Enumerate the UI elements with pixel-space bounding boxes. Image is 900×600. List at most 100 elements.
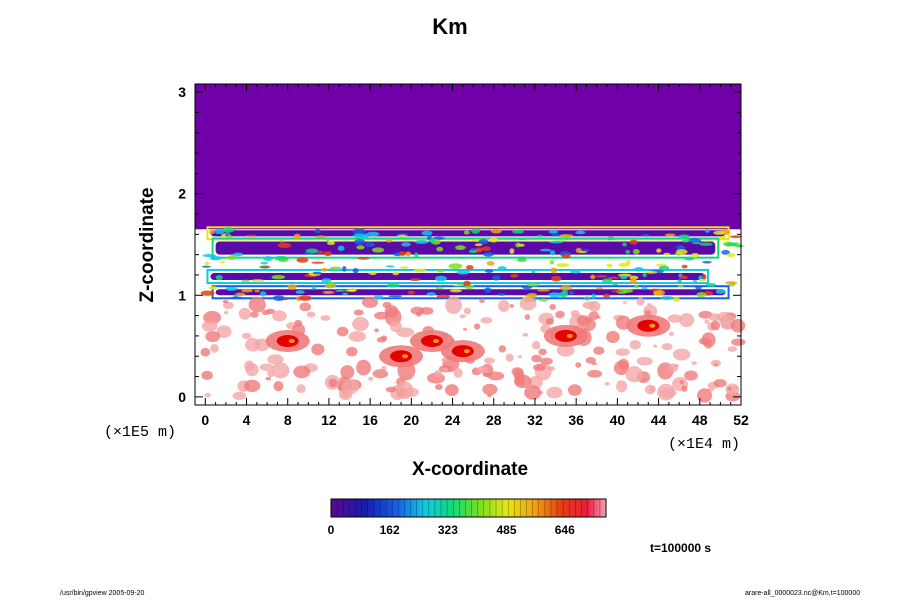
band-speckle	[484, 269, 494, 273]
band-speckle	[656, 248, 662, 253]
band-speckle	[250, 279, 265, 283]
band-speckle	[468, 250, 479, 254]
turbulence-blob	[647, 303, 652, 306]
band-speckle	[254, 289, 260, 293]
band-speckle	[619, 275, 628, 280]
band-speckle	[486, 261, 495, 266]
turbulence-blob	[271, 362, 290, 379]
band-speckle	[325, 238, 330, 241]
turbulence-blob	[341, 379, 359, 395]
turbulence-blob	[453, 368, 463, 378]
band-speckle	[497, 292, 506, 296]
band-speckle	[675, 249, 688, 255]
turbulence-blob	[730, 318, 746, 333]
band-speckle	[688, 238, 702, 244]
turbulence-blob	[622, 301, 627, 304]
turbulence-blob	[538, 348, 547, 356]
turbulence-blob	[265, 376, 272, 381]
band-speckle	[371, 247, 385, 253]
turbulence-blob	[576, 315, 592, 326]
eddy-center	[288, 339, 295, 344]
band-speckle	[551, 275, 562, 282]
turbulence-blob	[222, 299, 229, 304]
turbulence-blob	[483, 372, 491, 378]
band-speckle	[323, 251, 333, 257]
turbulence-blob	[625, 366, 643, 383]
turbulence-blob	[514, 374, 532, 389]
turbulence-blob	[667, 314, 683, 323]
x-tick-label: 48	[692, 412, 708, 428]
band-speckle	[209, 256, 222, 261]
turbulence-blob	[368, 376, 374, 381]
turbulence-blob	[567, 384, 582, 396]
band-speckle	[713, 230, 725, 235]
turbulence-blob	[272, 310, 287, 322]
band-speckle	[322, 290, 335, 294]
turbulence-blob	[340, 365, 355, 380]
turbulence-blob	[477, 365, 489, 374]
turbulence-blob	[531, 341, 541, 350]
band-speckle	[225, 286, 238, 291]
turbulence-blob	[381, 365, 387, 371]
turbulence-blob	[479, 298, 485, 304]
turbulence-blob	[261, 309, 270, 316]
band-speckle	[617, 273, 632, 277]
band-speckle	[591, 293, 596, 299]
band-speckle	[705, 229, 710, 233]
turbulence-blob	[474, 323, 481, 330]
band-speckle	[398, 250, 406, 256]
turbulence-blob	[299, 302, 311, 312]
turbulence-blob	[524, 314, 531, 320]
band-speckle	[202, 254, 217, 258]
turbulence-blob	[593, 346, 605, 355]
band-speckle	[537, 234, 544, 238]
band-speckle	[311, 261, 325, 264]
band-speckle	[352, 228, 366, 235]
turbulence-blob	[533, 363, 546, 372]
band-speckle	[385, 265, 395, 268]
band-speckle	[719, 236, 727, 239]
x-tick-label: 20	[404, 412, 420, 428]
band-speckle	[348, 288, 357, 293]
band-speckle	[551, 233, 562, 237]
band-speckle	[455, 245, 466, 251]
turbulence-blob	[222, 301, 234, 310]
band-speckle	[429, 237, 435, 244]
x-tick-label: 44	[651, 412, 667, 428]
turbulence-blob	[415, 311, 422, 317]
band-speckle	[293, 233, 301, 240]
eddy-center	[402, 354, 409, 359]
band-speckle	[407, 290, 416, 295]
y-axis-label: Z-coordinate	[137, 187, 158, 303]
band-speckle	[409, 278, 421, 282]
band-speckle	[549, 260, 555, 265]
band-speckle	[618, 262, 629, 268]
band-speckle	[470, 247, 476, 252]
band-speckle	[435, 286, 444, 290]
band-speckle	[305, 248, 319, 254]
band-speckle	[509, 248, 515, 254]
turbulence-blob	[606, 330, 620, 344]
y-tick-label: 2	[178, 186, 186, 202]
band-speckle	[699, 242, 713, 246]
turbulence-blob	[588, 300, 601, 312]
time-label: t=100000 s	[650, 541, 712, 555]
band-speckle	[672, 297, 680, 302]
band-speckle	[633, 267, 645, 272]
band-speckle	[399, 266, 409, 269]
band-speckle	[590, 274, 596, 280]
turbulence-blob	[604, 382, 610, 386]
band-speckle	[663, 252, 671, 256]
x-tick-label: 36	[568, 412, 584, 428]
turbulence-blob	[356, 359, 371, 376]
turbulence-blob	[714, 363, 719, 366]
turbulence-blob	[681, 385, 688, 392]
band-speckle	[632, 249, 640, 255]
footer-program: /usr/bin/gpview 2005-09-20	[60, 590, 145, 597]
band-speckle	[550, 267, 558, 274]
turbulence-blob	[201, 370, 213, 381]
turbulence-blob	[679, 313, 695, 328]
x-tick-label: 52	[733, 412, 749, 428]
band-speckle	[612, 283, 618, 286]
turbulence-blob	[710, 359, 721, 367]
